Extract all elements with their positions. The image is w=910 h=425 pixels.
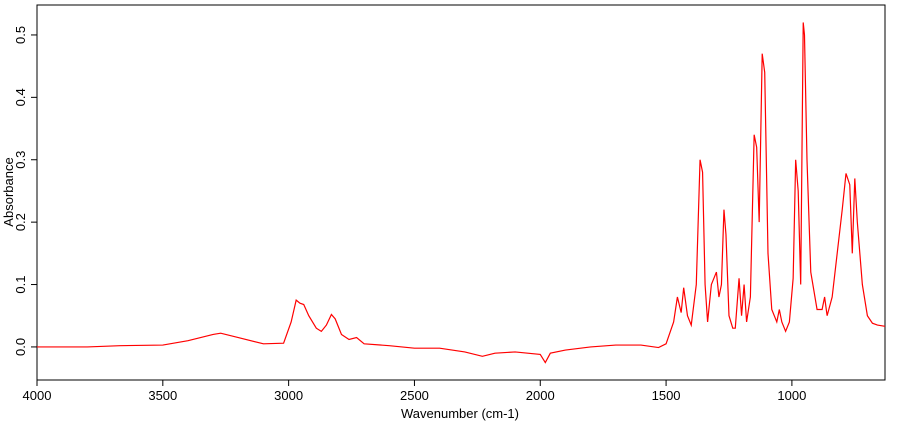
plot-frame: [36, 4, 886, 381]
x-tick-label: 3500: [148, 388, 177, 403]
spectrum-line: [37, 22, 886, 364]
x-tick-label: 2000: [526, 388, 555, 403]
y-tick-label: 0.4: [13, 88, 28, 106]
x-tick-label: 1000: [777, 388, 806, 403]
x-tick-label: 2500: [400, 388, 429, 403]
x-axis-label: Wavenumber (cm-1): [401, 406, 519, 421]
x-tick-label: 3000: [274, 388, 303, 403]
y-tick-label: 0.1: [13, 275, 28, 293]
y-tick-label: 0.0: [13, 338, 28, 356]
x-tick-label: 1500: [652, 388, 681, 403]
y-tick-label: 0.3: [13, 151, 28, 169]
y-tick-label: 0.2: [13, 213, 28, 231]
y-axis-label: Absorbance: [1, 157, 16, 226]
x-tick-label: 4000: [23, 388, 52, 403]
y-tick-label: 0.5: [13, 26, 28, 44]
